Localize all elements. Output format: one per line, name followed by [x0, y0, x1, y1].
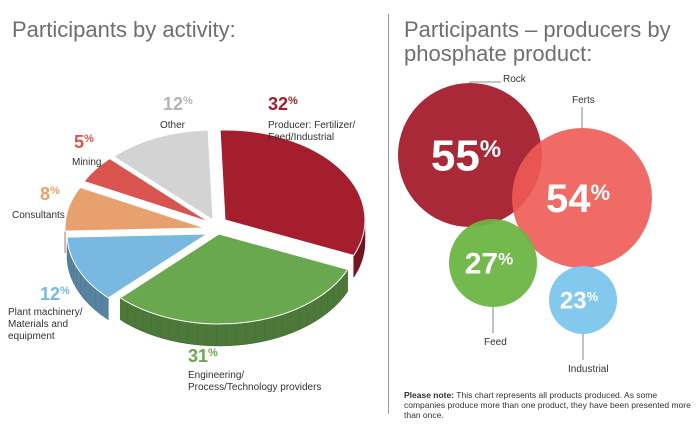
pie-slice-3 — [64, 186, 206, 232]
note-text: This chart represents all products produ… — [404, 390, 691, 420]
bubble-label-rock: Rock — [503, 74, 527, 85]
pie-slice-1 — [119, 233, 349, 325]
bubble-label-feed: Feed — [484, 337, 507, 348]
pie-pct-label-4: 5% — [74, 132, 94, 152]
pie-category-label-2-1: Materials and — [8, 319, 68, 330]
note-label: Please note: — [404, 390, 455, 400]
right-chart-title-line-2: phosphate product: — [404, 41, 593, 66]
pie-slice-5 — [112, 129, 214, 221]
bubble-value-ferts: 54% — [546, 177, 610, 221]
bubble-label-industrial: Industrial — [568, 364, 609, 375]
bubble-rock — [398, 83, 542, 227]
pie-pct-label-3: 8% — [40, 184, 60, 204]
pie-pct-label-0: 32% — [268, 94, 298, 114]
bubble-label-ferts: Ferts — [572, 95, 595, 106]
pie-pct-label-1: 31% — [188, 346, 218, 366]
left-chart-title: Participants by activity: — [12, 17, 236, 42]
pie-slice-4 — [83, 157, 210, 223]
pie-slice-2 — [66, 233, 209, 299]
bubble-ferts — [512, 128, 652, 268]
pie-category-label-0-0: Producer: Fertilizer/ — [268, 120, 355, 131]
pie-pct-label-2: 12% — [40, 284, 70, 304]
pie-category-label-4-0: Mining — [72, 157, 101, 168]
pie-category-label-1-1: Process/Technology providers — [188, 382, 321, 393]
right-chart-title-line-1: Participants – producers by — [404, 17, 671, 42]
pie-category-label-1-0: Engineering/ — [188, 370, 244, 381]
bubble-feed — [449, 219, 537, 307]
section-divider — [388, 14, 389, 414]
pie-category-label-2-2: equipment — [8, 331, 55, 342]
pie-pct-label-5: 12% — [163, 94, 193, 114]
pie-category-label-0-1: Feed/Industrial — [268, 132, 334, 143]
pie-category-label-2-0: Plant machinery/ — [8, 307, 83, 318]
bubble-industrial — [549, 266, 617, 334]
pie-slice-0 — [219, 129, 366, 257]
chart-note: Please note: This chart represents all p… — [404, 390, 694, 420]
pie-category-label-5-0: Other — [160, 120, 186, 131]
pie-category-label-3-0: Consultants — [12, 210, 65, 221]
